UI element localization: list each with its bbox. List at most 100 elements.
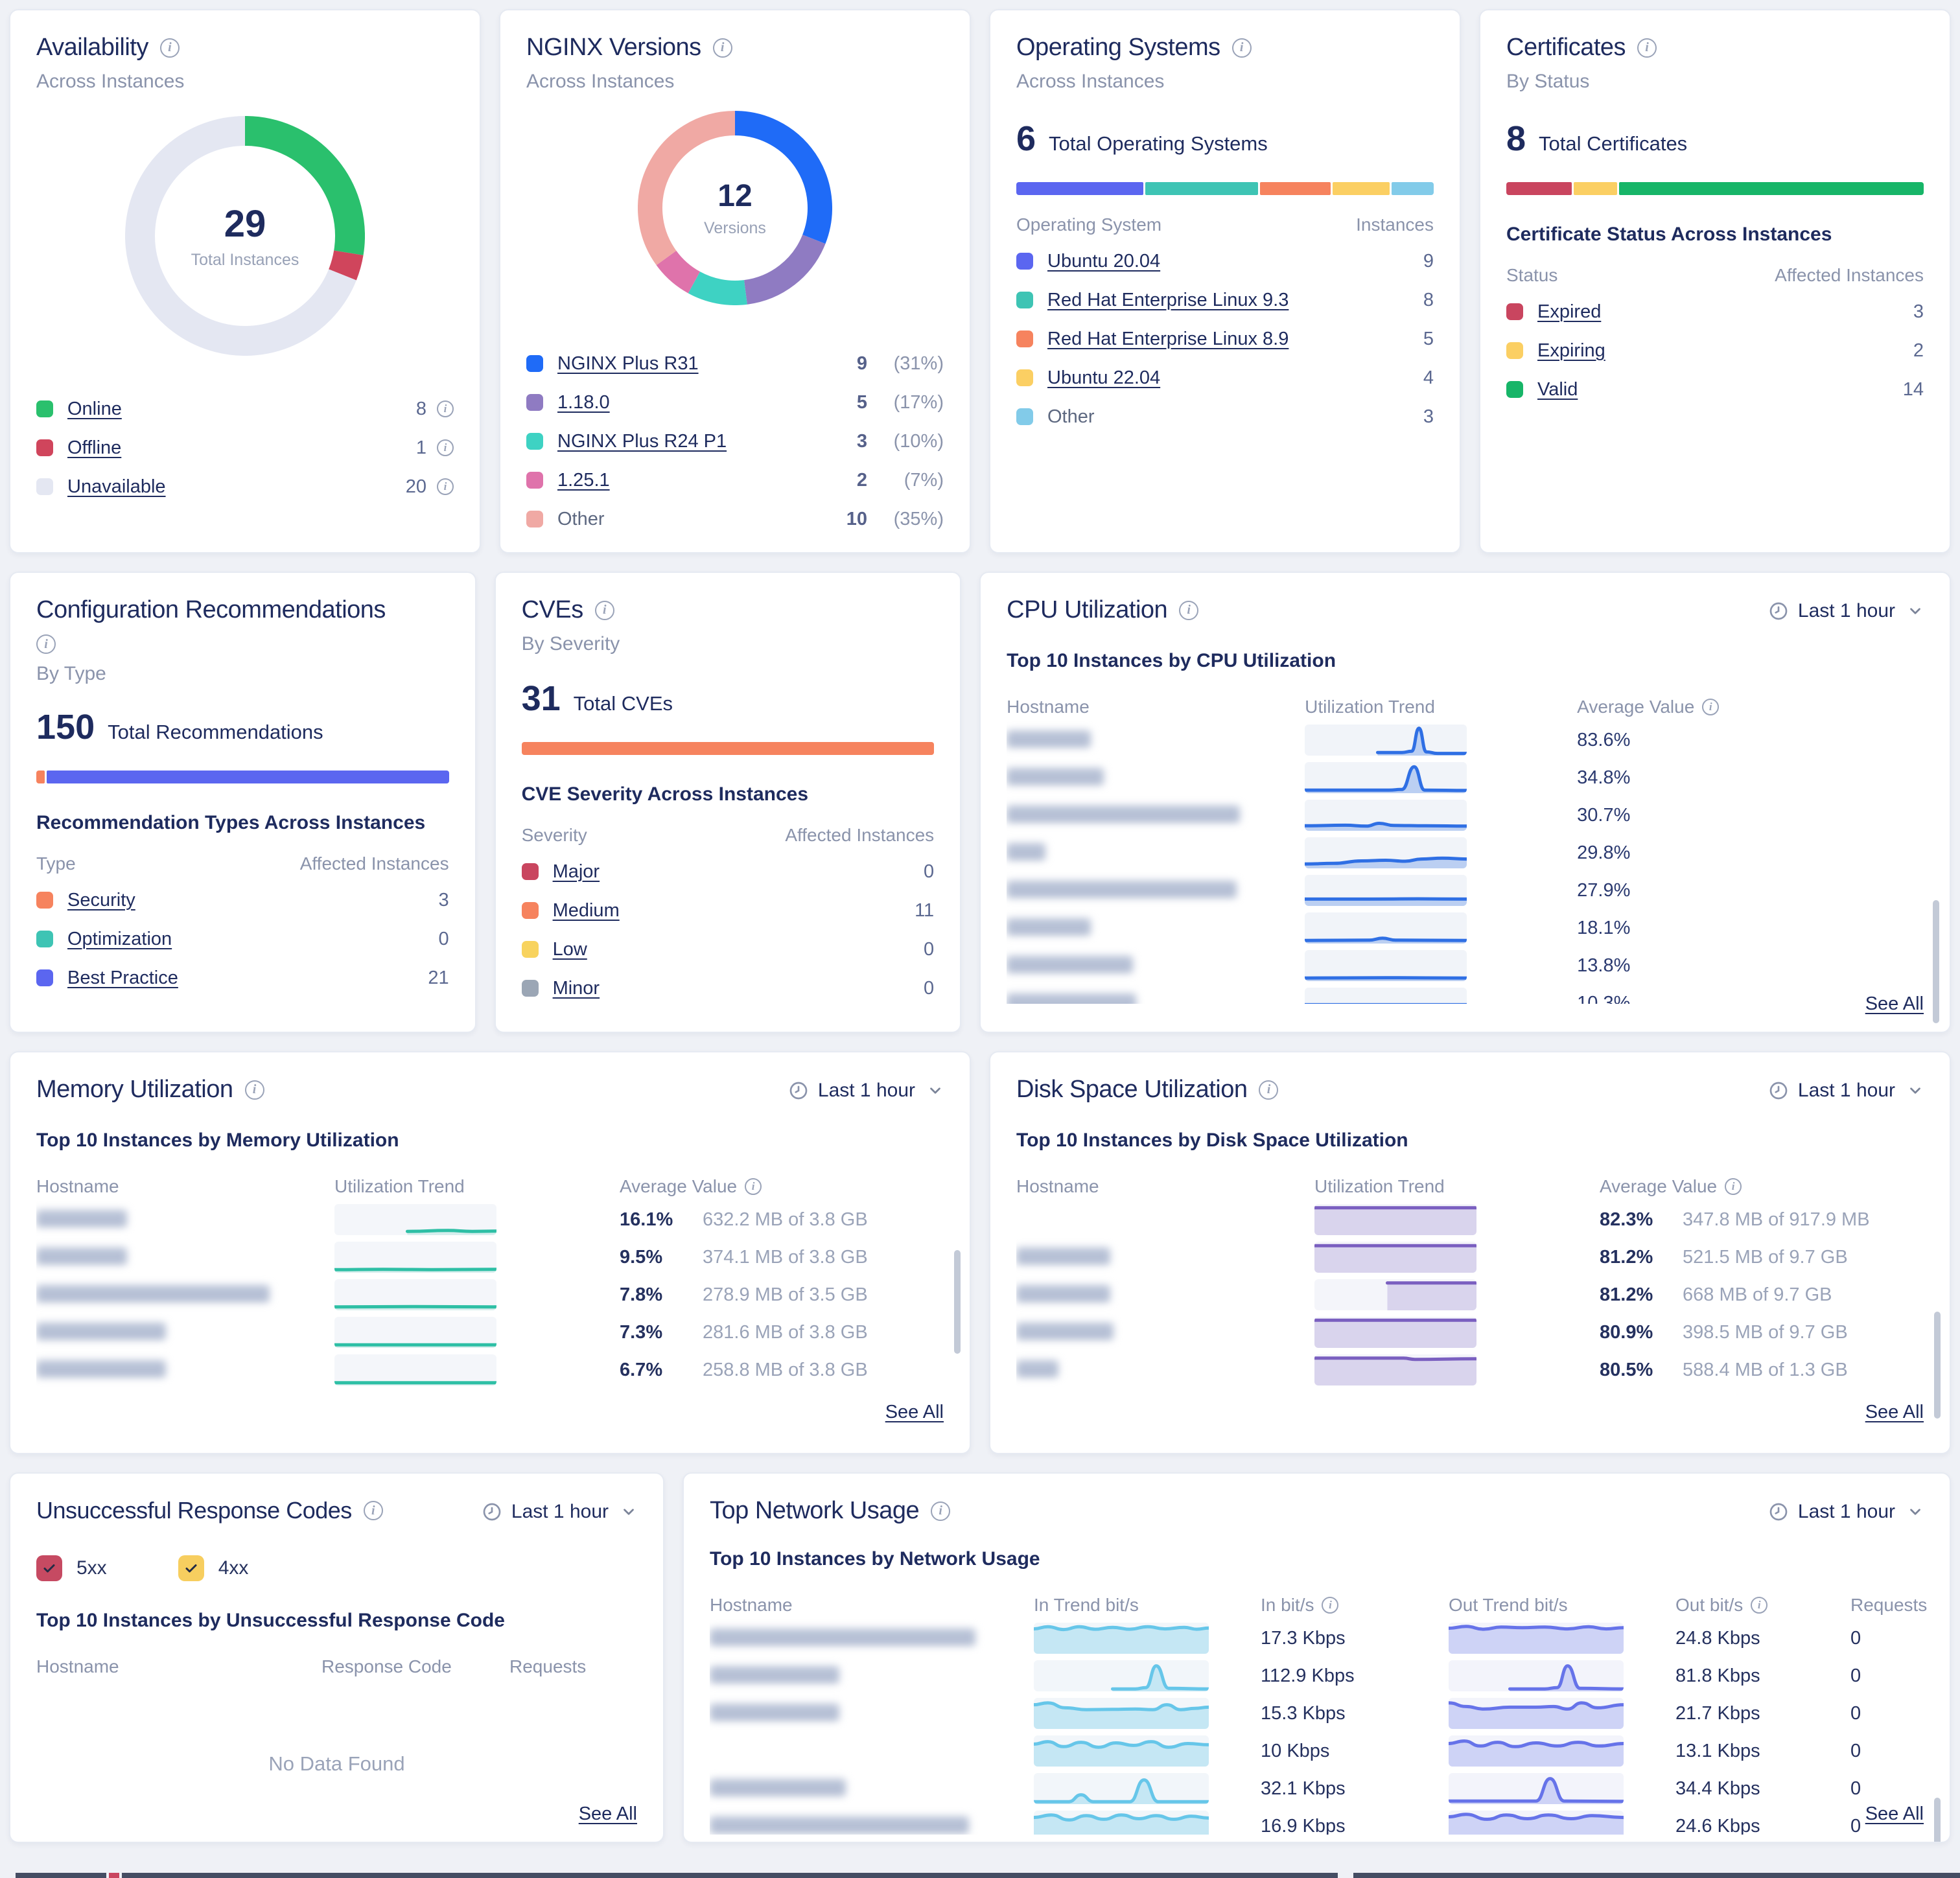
scrollbar-thumb[interactable] [954, 1250, 961, 1354]
info-icon[interactable] [1702, 699, 1720, 715]
os-link[interactable]: Red Hat Enterprise Linux 9.3 [1047, 289, 1289, 310]
utilization-sparkline [334, 1204, 496, 1235]
filter-checkbox-row[interactable]: 4xx [178, 1555, 248, 1581]
time-range-select[interactable]: Last 1 hour [1768, 1501, 1924, 1523]
info-icon[interactable] [159, 38, 180, 58]
info-icon[interactable] [437, 439, 454, 456]
info-icon[interactable] [437, 478, 454, 495]
hostname-link-blurred[interactable] [1007, 767, 1104, 785]
status-link[interactable]: Expiring [1537, 340, 1605, 361]
info-icon[interactable] [1259, 1080, 1279, 1100]
status-link[interactable]: Expired [1537, 301, 1602, 322]
info-icon[interactable] [712, 38, 732, 58]
checkbox-checked-icon[interactable] [36, 1555, 62, 1581]
average-percent: 7.3% [620, 1321, 663, 1343]
hostname-link-blurred[interactable] [36, 1360, 166, 1377]
hostname-link-blurred[interactable] [710, 1628, 975, 1645]
info-icon[interactable] [1322, 1597, 1339, 1614]
legend-value: 9 [856, 353, 867, 374]
in-trend-sparkline [1034, 1811, 1209, 1835]
severity-link[interactable]: Low [552, 938, 587, 960]
scrollbar-thumb[interactable] [1934, 1312, 1941, 1419]
see-all-link[interactable]: See All [1865, 993, 1924, 1014]
info-icon[interactable] [363, 1501, 383, 1520]
see-all-link[interactable]: See All [578, 1803, 637, 1824]
hostname-link-blurred[interactable] [36, 1284, 270, 1302]
hostname-link-blurred[interactable] [36, 1322, 166, 1339]
hostname-link-blurred[interactable] [1007, 842, 1046, 860]
legend-swatch [526, 433, 543, 450]
filter-checkbox-row[interactable]: 5xx [36, 1555, 107, 1581]
severity-link[interactable]: Major [552, 861, 600, 882]
cpu-table: 83.6% 34.8% 30.7% [1007, 721, 1924, 1004]
hostname-link-blurred[interactable] [1007, 880, 1237, 898]
total-label: Total CVEs [573, 692, 673, 715]
info-icon[interactable] [1725, 1178, 1742, 1195]
hostname-link-blurred[interactable] [1007, 805, 1241, 822]
info-icon[interactable] [244, 1080, 264, 1100]
see-all-link[interactable]: See All [885, 1402, 944, 1422]
time-range-select[interactable]: Last 1 hour [1768, 1080, 1924, 1102]
type-link[interactable]: Security [67, 889, 135, 910]
severity-link[interactable]: Medium [552, 899, 620, 921]
status-link[interactable]: Valid [1537, 378, 1578, 400]
legend-link[interactable]: 1.25.1 [557, 469, 610, 491]
scrollbar-thumb[interactable] [1934, 1798, 1941, 1842]
hostname-link-blurred[interactable] [1007, 918, 1091, 935]
see-all-link[interactable]: See All [1865, 1402, 1924, 1422]
see-all-link[interactable]: See All [1865, 1803, 1924, 1824]
legend-value: 3 [856, 430, 867, 452]
time-range-select[interactable]: Last 1 hour [482, 1501, 637, 1523]
os-link[interactable]: Ubuntu 22.04 [1047, 367, 1161, 388]
type-link[interactable]: Optimization [67, 928, 172, 949]
legend-link[interactable]: NGINX Plus R31 [557, 353, 699, 374]
legend-swatch [1016, 292, 1033, 308]
hostname-link-blurred[interactable] [1016, 1360, 1058, 1377]
legend-link[interactable]: Offline [67, 437, 122, 458]
table-row: 10.3% [1007, 984, 1924, 1004]
hostname-link-blurred[interactable] [1007, 993, 1137, 1004]
legend-link[interactable]: Other [557, 508, 605, 529]
os-link[interactable]: Red Hat Enterprise Linux 8.9 [1047, 328, 1289, 349]
scrollbar-thumb[interactable] [1933, 900, 1939, 1023]
hostname-link-blurred[interactable] [36, 1209, 127, 1227]
legend-swatch [1506, 303, 1523, 320]
info-icon[interactable] [931, 1501, 951, 1521]
hostname-link-blurred[interactable] [710, 1703, 839, 1721]
hostname-link-blurred[interactable] [710, 1816, 969, 1833]
card-title: Top Network Usage [710, 1497, 920, 1524]
legend-link[interactable]: 1.18.0 [557, 391, 610, 413]
instance-count: 8 [1423, 289, 1434, 310]
checkbox-checked-icon[interactable] [178, 1555, 204, 1581]
legend-link[interactable]: Unavailable [67, 476, 166, 497]
time-range-select[interactable]: Last 1 hour [788, 1080, 944, 1102]
legend-swatch [1016, 408, 1033, 425]
info-icon[interactable] [745, 1178, 762, 1195]
time-range-select[interactable]: Last 1 hour [1768, 600, 1924, 622]
info-icon[interactable] [1179, 600, 1199, 620]
hostname-link-blurred[interactable] [1016, 1284, 1110, 1302]
severity-link[interactable]: Minor [552, 977, 600, 999]
info-icon[interactable] [594, 600, 614, 620]
availability-legend: Online 8 Offline 1 Unavailable [36, 389, 454, 506]
hostname-link-blurred[interactable] [36, 1247, 127, 1264]
hostname-link-blurred[interactable] [710, 1778, 846, 1796]
legend-value: 8 [415, 398, 426, 419]
os-link[interactable]: Ubuntu 20.04 [1047, 250, 1161, 272]
legend-swatch [36, 969, 53, 986]
hostname-link-blurred[interactable] [1016, 1322, 1114, 1339]
hostname-link-blurred[interactable] [1007, 955, 1134, 973]
type-link[interactable]: Best Practice [67, 967, 178, 988]
info-icon[interactable] [437, 400, 454, 417]
os-link[interactable]: Other [1047, 406, 1095, 427]
hostname-link-blurred[interactable] [1007, 730, 1091, 747]
legend-link[interactable]: Online [67, 398, 122, 419]
average-percent: 80.9% [1600, 1321, 1653, 1343]
info-icon[interactable] [1751, 1597, 1768, 1614]
info-icon[interactable] [1231, 38, 1252, 58]
legend-link[interactable]: NGINX Plus R24 P1 [557, 430, 727, 452]
hostname-link-blurred[interactable] [1016, 1247, 1110, 1264]
hostname-link-blurred[interactable] [710, 1665, 839, 1683]
info-icon[interactable] [1637, 38, 1657, 58]
info-icon[interactable] [36, 634, 56, 654]
